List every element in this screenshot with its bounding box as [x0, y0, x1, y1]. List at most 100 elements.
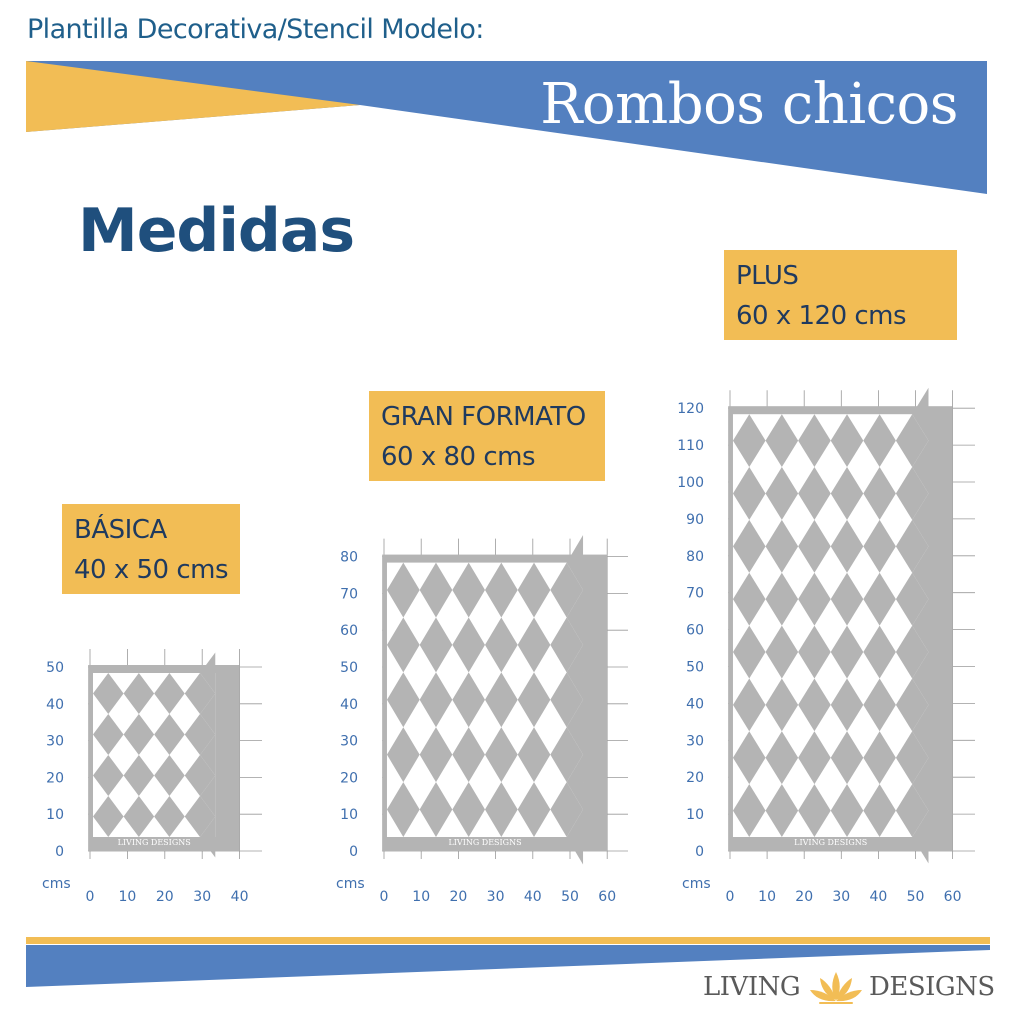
- diamond: [484, 782, 518, 837]
- edge-diamond: [912, 493, 929, 547]
- size-dimensions: 40 x 50 cms: [74, 555, 229, 585]
- diamond: [484, 562, 518, 618]
- diamond: [798, 625, 831, 679]
- x-tick-label: 0: [380, 889, 389, 905]
- diamond: [184, 796, 216, 837]
- watermark: LIVING DESIGNS: [118, 838, 191, 847]
- y-tick-label: 80: [340, 550, 358, 566]
- diamond: [732, 519, 766, 573]
- diamond: [863, 572, 896, 626]
- diamond: [154, 714, 185, 755]
- diamond: [830, 414, 864, 468]
- diamond: [452, 782, 485, 837]
- size-name: BÁSICA: [74, 515, 167, 545]
- x-tick-label: 40: [524, 889, 542, 905]
- diamond: [895, 678, 929, 732]
- y-tick-label: 0: [695, 844, 704, 860]
- diamond: [386, 617, 420, 673]
- diamond: [452, 727, 485, 783]
- y-tick-label: 20: [686, 770, 704, 786]
- diamond: [830, 784, 864, 837]
- diamond: [732, 731, 766, 785]
- diamond: [765, 572, 799, 626]
- x-tick-label: 30: [487, 889, 505, 905]
- diamond: [419, 672, 453, 728]
- diamond: [419, 562, 453, 618]
- diamond: [798, 519, 831, 573]
- diamond: [484, 727, 518, 783]
- watermark: LIVING DESIGNS: [794, 838, 867, 847]
- diamond: [798, 467, 831, 520]
- x-tick-label: 60: [598, 889, 616, 905]
- y-tick-label: 10: [46, 807, 64, 823]
- diamond: [517, 672, 551, 728]
- page-title: Plantilla Decorativa/Stencil Modelo:: [27, 14, 484, 45]
- diamond: [92, 673, 124, 714]
- diamond: [895, 467, 929, 520]
- stencil-chart-2: 0 10 20 30 40 50 60 70 80 90 100 110 120 0 10 20 30 40 50 6…: [677, 387, 975, 905]
- unit-label: cms: [682, 876, 711, 892]
- y-tick-label: 0: [55, 844, 64, 860]
- edge-diamond: [200, 775, 216, 817]
- y-tick-label: 70: [340, 586, 358, 602]
- x-tick-label: 10: [118, 889, 136, 905]
- x-tick-label: 20: [449, 889, 467, 905]
- diamond: [895, 519, 929, 573]
- size-name: GRAN FORMATO: [381, 402, 586, 432]
- y-tick-label: 20: [46, 770, 64, 786]
- diamond: [863, 731, 896, 785]
- diamond: [92, 714, 124, 755]
- diamond: [732, 414, 766, 468]
- unit-label: cms: [336, 876, 365, 892]
- y-tick-label: 30: [340, 734, 358, 750]
- y-tick-label: 60: [686, 623, 704, 639]
- x-tick-label: 0: [726, 889, 735, 905]
- y-tick-label: 30: [686, 733, 704, 749]
- edge-diamond: [200, 816, 216, 858]
- diamond: [765, 414, 799, 468]
- diamond: [830, 467, 864, 520]
- diamond: [765, 784, 799, 837]
- diamond: [154, 796, 185, 837]
- diamond: [798, 572, 831, 626]
- diamond: [550, 782, 584, 837]
- edge-diamond: [200, 734, 216, 776]
- diamond: [517, 562, 551, 618]
- stencil-chart-0: 0 10 20 30 40 50 0 10 20 30 40 cms LIVING DESIGNS: [42, 649, 262, 905]
- diamond: [732, 678, 766, 732]
- watermark: LIVING DESIGNS: [448, 838, 521, 847]
- y-tick-label: 100: [677, 475, 704, 491]
- diamond: [386, 727, 420, 783]
- diamond: [123, 673, 155, 714]
- y-tick-label: 50: [340, 660, 358, 676]
- diamond: [419, 727, 453, 783]
- brand-logo: LIVING DESIGNS: [703, 968, 1003, 1008]
- x-tick-label: 30: [832, 889, 850, 905]
- y-tick-label: 40: [46, 697, 64, 713]
- edge-diamond: [912, 757, 929, 811]
- size-dimensions: 60 x 80 cms: [381, 442, 536, 472]
- diamond: [863, 467, 896, 520]
- y-tick-label: 90: [686, 512, 704, 528]
- edge-diamond: [200, 693, 216, 735]
- section-title: Medidas: [78, 196, 355, 266]
- diamond: [863, 678, 896, 732]
- diamond: [863, 414, 896, 468]
- x-tick-label: 50: [561, 889, 579, 905]
- diamond: [419, 617, 453, 673]
- diamond: [386, 562, 420, 618]
- y-tick-label: 20: [340, 770, 358, 786]
- diamond: [732, 467, 766, 520]
- diamond: [184, 755, 216, 796]
- diamond: [732, 784, 766, 837]
- diamond: [830, 519, 864, 573]
- diamond: [830, 625, 864, 679]
- edge-diamond: [200, 652, 216, 694]
- diamond: [765, 625, 799, 679]
- size-label-basica: BÁSICA 40 x 50 cms: [62, 504, 240, 594]
- edge-diamond: [566, 644, 584, 700]
- y-tick-label: 70: [686, 586, 704, 602]
- edge-diamond: [912, 810, 929, 864]
- x-tick-label: 40: [869, 889, 887, 905]
